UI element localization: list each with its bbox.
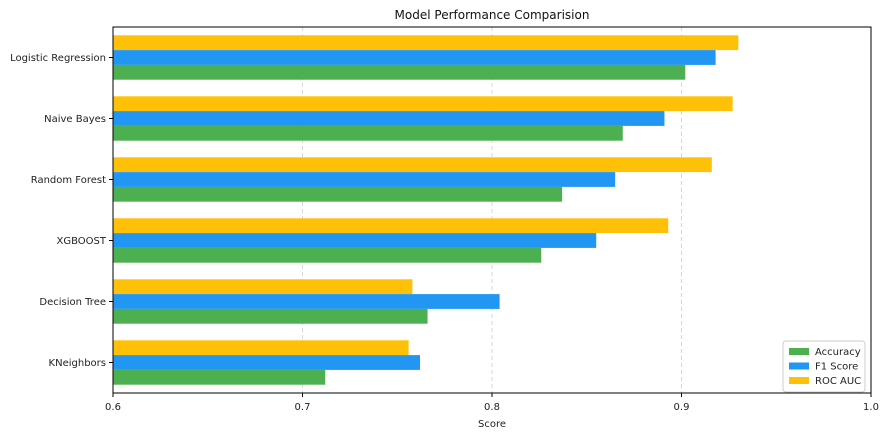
bars — [113, 35, 739, 385]
legend-swatch — [789, 348, 809, 355]
x-tick-label: 0.7 — [295, 402, 311, 413]
bar-roc-auc — [113, 96, 733, 112]
bar-roc-auc — [113, 340, 409, 356]
x-tick-label: 0.9 — [674, 402, 690, 413]
legend-label: F1 Score — [815, 362, 858, 373]
x-axis: 0.6 0.7 0.8 0.9 1.0 — [105, 393, 879, 413]
bar-roc-auc — [113, 35, 739, 51]
bar-roc-auc — [113, 279, 413, 295]
legend-swatch — [789, 377, 809, 384]
legend-swatch — [789, 362, 809, 370]
bar-accuracy — [113, 308, 428, 324]
bar-f1-score — [113, 294, 500, 309]
bar-roc-auc — [113, 218, 669, 234]
y-axis: Logistic Regression Naive Bayes Random For… — [10, 53, 113, 369]
x-tick-label: 0.6 — [105, 402, 121, 413]
bar-roc-auc — [113, 157, 712, 173]
bar-accuracy — [113, 247, 542, 263]
y-tick-label: Naive Bayes — [44, 114, 106, 125]
bar-accuracy — [113, 186, 563, 202]
legend-label: Accuracy — [815, 347, 861, 358]
grid — [302, 27, 872, 393]
y-tick-label: XGBOOST — [57, 236, 107, 247]
x-tick-label: 1.0 — [863, 402, 879, 413]
y-tick-label: KNeighbors — [49, 358, 106, 369]
bar-accuracy — [113, 64, 686, 80]
legend-label: ROC AUC — [815, 376, 861, 387]
legend: Accuracy F1 Score ROC AUC — [782, 340, 866, 393]
x-tick-label: 0.8 — [484, 402, 500, 413]
bar-accuracy — [113, 369, 326, 385]
bar-f1-score — [113, 233, 597, 248]
bar-f1-score — [113, 355, 420, 370]
y-tick-label: Random Forest — [31, 175, 106, 186]
x-axis-title: Score — [478, 419, 506, 430]
bar-f1-score — [113, 172, 616, 187]
chart-title: Model Performance Comparision — [395, 8, 590, 22]
y-tick-label: Logistic Regression — [10, 53, 106, 64]
bar-f1-score — [113, 111, 665, 126]
bar-accuracy — [113, 125, 623, 141]
bar-f1-score — [113, 50, 716, 65]
y-tick-label: Decision Tree — [39, 297, 106, 308]
